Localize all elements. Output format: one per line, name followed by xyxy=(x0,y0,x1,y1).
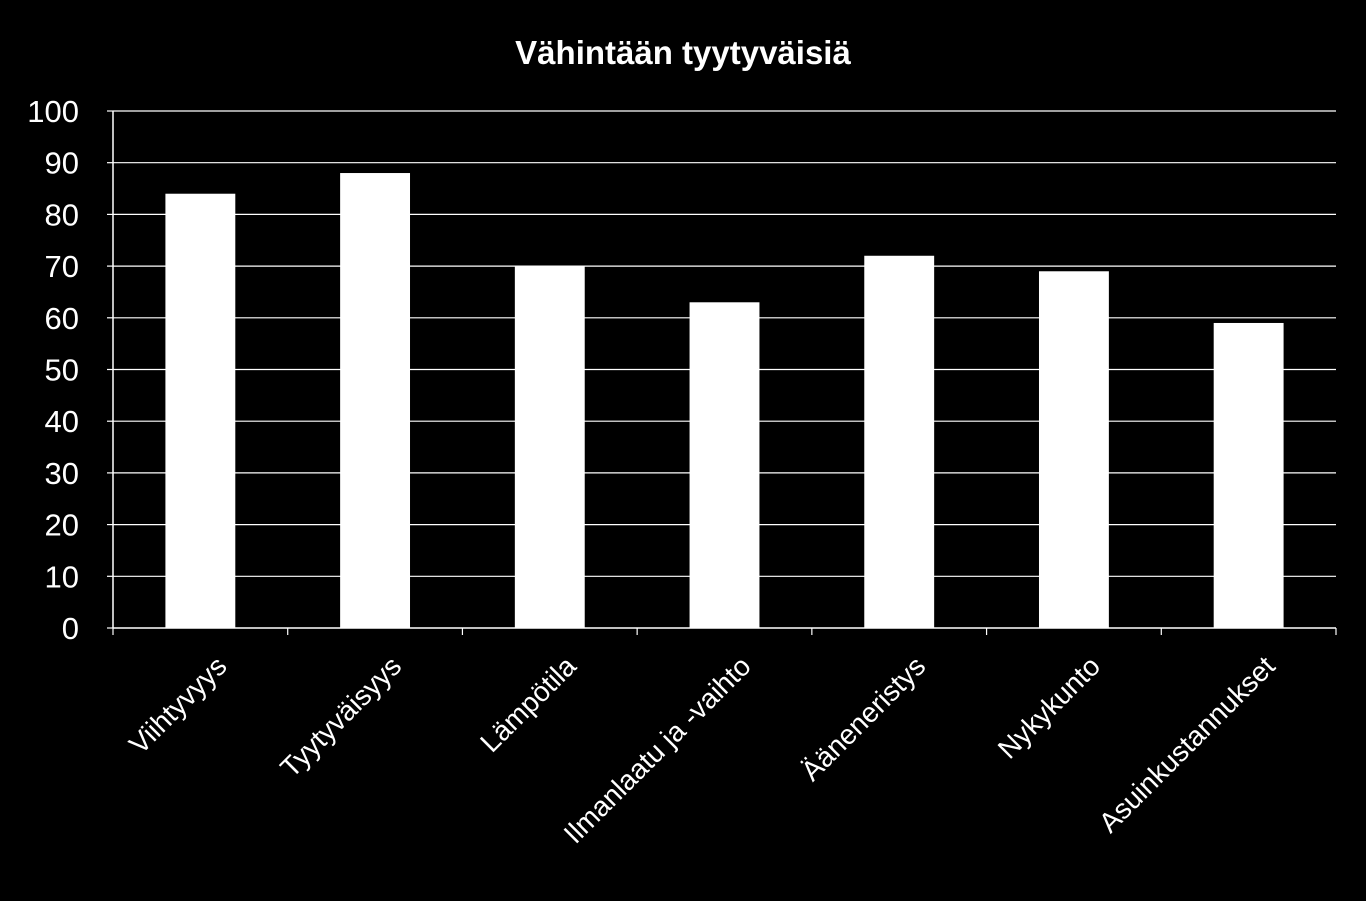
bar xyxy=(514,266,585,628)
y-tick-label: 60 xyxy=(45,301,79,336)
bar xyxy=(340,173,411,629)
bars xyxy=(165,173,1284,629)
x-tick-label: Viihtyvyys xyxy=(123,650,233,760)
chart-title: Vähintään tyytyväisiä xyxy=(515,34,851,71)
bar xyxy=(1038,271,1109,628)
y-tick-labels: 0 10 20 30 40 50 60 70 80 90 100 xyxy=(27,94,79,646)
bar xyxy=(864,255,935,628)
bar xyxy=(165,193,236,628)
bar xyxy=(689,302,760,628)
x-tick-label: Asuinkustannukset xyxy=(1093,650,1281,838)
y-tick-label: 40 xyxy=(45,404,79,439)
axes xyxy=(107,110,1337,635)
y-tick-label: 80 xyxy=(45,197,79,232)
y-tick-label: 90 xyxy=(45,146,79,181)
y-tick-label: 30 xyxy=(45,456,79,491)
x-tick-label: Tyytyväisyys xyxy=(274,650,407,783)
x-tick-label: Lämpötila xyxy=(474,650,582,758)
y-tick-label: 20 xyxy=(45,508,79,543)
x-tick-label: Nykykunto xyxy=(992,650,1106,764)
bar xyxy=(1213,322,1284,628)
x-tick-label: Ilmanlaatu ja -vaihto xyxy=(558,650,757,849)
y-tick-label: 0 xyxy=(62,611,79,646)
x-tick-labels: Viihtyvyys Tyytyväisyys LämpötilaIlmanlaat… xyxy=(123,650,1281,849)
y-tick-label: 70 xyxy=(45,249,79,284)
y-tick-label: 100 xyxy=(27,94,79,129)
x-tick-label: Ääneneristys xyxy=(795,650,931,786)
y-tick-label: 10 xyxy=(45,559,79,594)
y-tick-label: 50 xyxy=(45,353,79,388)
